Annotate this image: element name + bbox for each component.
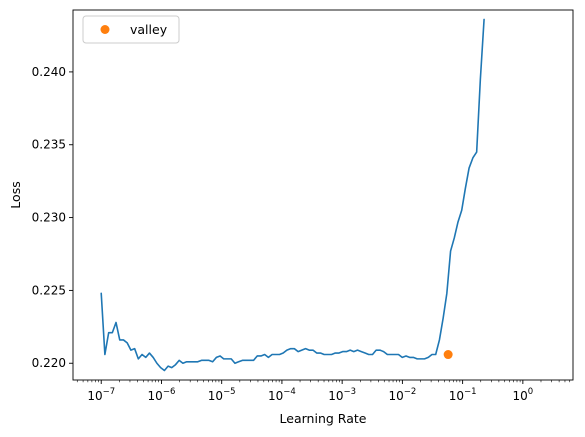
y-axis-ticks: 0.220 0.225 0.230 0.235 0.240 [32,65,73,370]
y-tick-label: 0.225 [32,283,66,297]
x-tick-exponent: −7 [103,387,116,397]
x-tick-base: 10 [513,389,528,403]
y-tick-label: 0.240 [32,65,66,79]
x-tick-exponent: −5 [223,387,236,397]
x-tick-exponent: −4 [283,387,296,397]
legend-valley-label: valley [130,22,168,37]
legend-valley-marker [100,25,110,34]
x-tick-base: 10 [268,389,283,403]
x-tick-base: 10 [208,389,223,403]
plot-frame [72,9,574,381]
y-tick-label: 0.230 [32,211,66,225]
x-tick-label: 10−6 [148,387,176,403]
x-axis-label: Learning Rate [280,411,367,426]
x-tick-exponent: −2 [404,387,417,397]
loss-curve-line [100,18,485,372]
x-tick-base: 10 [388,389,403,403]
legend: valley [82,15,180,44]
x-tick-base: 10 [328,389,343,403]
legend-box [82,15,180,44]
x-axis-ticks: 10−7 10−6 10−5 10−4 10−3 10−2 10−1 100 [76,380,571,403]
x-tick-base: 10 [148,389,163,403]
valley-point [443,350,453,360]
x-tick-base: 10 [449,389,464,403]
x-tick-label: 10−7 [87,387,115,403]
x-tick-label: 100 [513,387,534,403]
y-tick-label: 0.235 [32,138,66,152]
y-tick-label: 0.220 [32,356,66,370]
x-tick-label: 10−4 [268,387,296,403]
x-tick-label: 10−2 [388,387,416,403]
x-tick-exponent: 0 [528,387,533,397]
x-tick-exponent: −6 [163,387,176,397]
x-tick-base: 10 [87,389,102,403]
x-tick-exponent: −3 [344,387,357,397]
x-tick-exponent: −1 [464,387,477,397]
valley-markers [443,350,453,360]
plot-area [73,10,573,380]
x-tick-label: 10−3 [328,387,356,403]
x-tick-label: 10−1 [449,387,477,403]
y-axis-label: Loss [8,181,23,208]
x-tick-label: 10−5 [208,387,236,403]
